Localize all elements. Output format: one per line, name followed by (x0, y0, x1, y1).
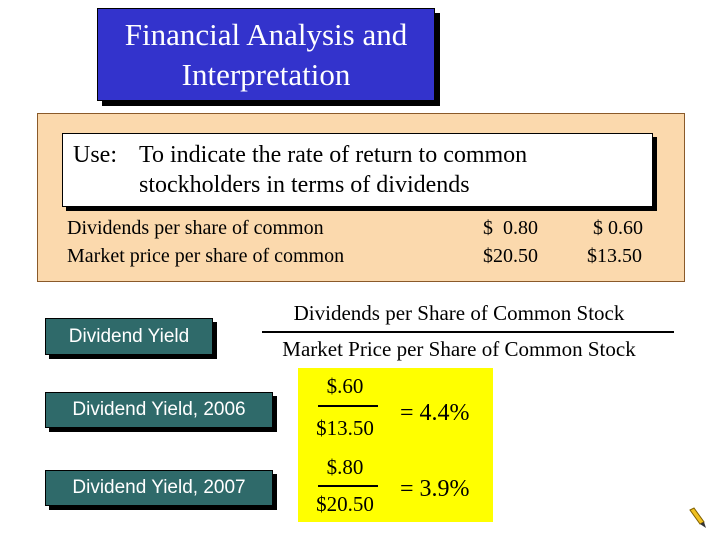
row-label: Dividends per share of common (67, 217, 324, 239)
result-highlight (298, 368, 493, 522)
amount: $ 0.60 (593, 217, 643, 239)
result-value: = 3.9% (400, 476, 470, 502)
result-label: Dividend Yield, 2007 (45, 470, 273, 506)
row-label: Market price per share of common (67, 245, 345, 267)
use-label: Use: (73, 142, 117, 168)
use-text: To indicate the rate of return to common (139, 142, 528, 168)
result-numerator: $.60 (326, 374, 364, 398)
fraction-bar (318, 485, 378, 487)
result-numerator: $.80 (326, 455, 364, 479)
fraction-bar (262, 331, 674, 333)
title-box: Financial Analysis and Interpretation (97, 8, 435, 101)
result-value: = 4.4% (400, 400, 470, 426)
amount: $13.50 (587, 245, 642, 267)
amount: $ 0.80 (483, 217, 538, 239)
use-text: stockholders in terms of dividends (139, 172, 470, 198)
formula-numerator: Dividends per Share of Common Stock (293, 301, 625, 325)
amount: $20.50 (483, 245, 538, 267)
title-line: Financial Analysis and (124, 17, 408, 52)
formula-denominator: Market Price per Share of Common Stock (282, 337, 636, 361)
title-line: Interpretation (181, 57, 351, 92)
fraction-bar (318, 405, 378, 407)
result-label: Dividend Yield, 2006 (45, 392, 273, 428)
pencil-icon (689, 507, 706, 528)
result-denominator: $13.50 (316, 416, 374, 440)
result-denominator: $20.50 (316, 492, 374, 516)
formula-label: Dividend Yield (45, 318, 213, 355)
use-box: Use: To indicate the rate of return to c… (62, 133, 653, 207)
